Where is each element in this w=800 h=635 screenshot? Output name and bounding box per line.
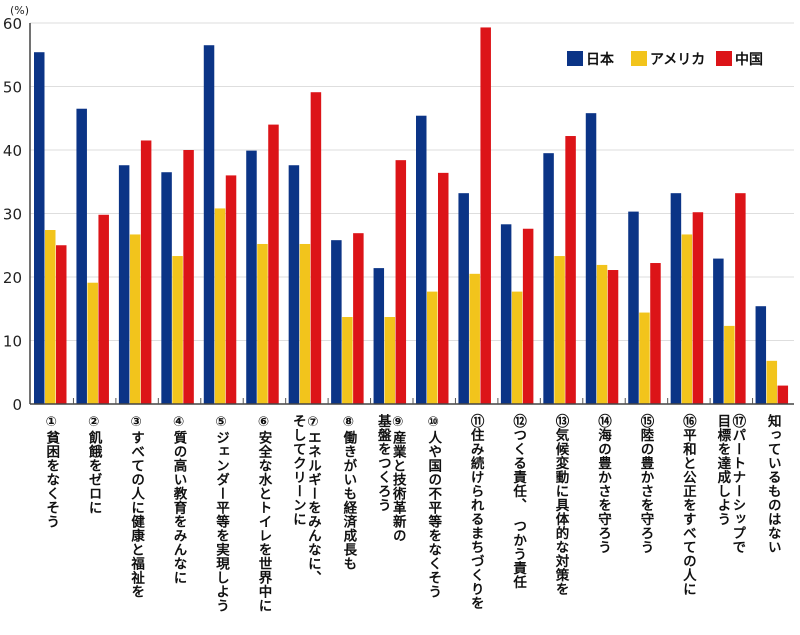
x-category-label: ①貧困をなくそう xyxy=(43,414,60,529)
bar-5-中国 xyxy=(225,175,237,404)
bar-15-アメリカ xyxy=(639,312,650,404)
bar-1-日本 xyxy=(34,52,45,405)
y-tick-label: 60 xyxy=(3,15,22,33)
x-category-label: ⑬気候変動に具体的な対策を xyxy=(552,414,569,596)
x-category-label: ③すべての人に健康と福祉を xyxy=(128,414,145,599)
bar-7-アメリカ xyxy=(299,243,311,404)
bar-11-中国 xyxy=(480,27,491,404)
bar-5-アメリカ xyxy=(214,208,226,404)
bar-3-日本 xyxy=(118,165,130,404)
legend: 日本 アメリカ 中国 xyxy=(562,41,784,77)
bar-15-日本 xyxy=(628,211,639,404)
bar-3-中国 xyxy=(140,140,152,404)
bar-9-日本 xyxy=(373,268,385,404)
y-tick-label: 50 xyxy=(3,79,22,97)
bar-6-アメリカ xyxy=(257,243,268,404)
x-category-label: ⑨産業と技術革新の 基盤をつくろう xyxy=(374,414,406,543)
y-tick-label: 30 xyxy=(3,206,22,224)
bar-2-日本 xyxy=(76,108,87,404)
bar-9-中国 xyxy=(395,160,407,404)
bar-14-日本 xyxy=(585,113,597,405)
x-category-label: ⑦エネルギーをみんなに、 そしてクリーンに xyxy=(289,414,321,585)
bar-12-中国 xyxy=(522,228,534,404)
bar-14-中国 xyxy=(607,270,619,404)
bar-17-日本 xyxy=(713,258,724,404)
bar-16-中国 xyxy=(692,212,704,404)
legend-swatch-日本 xyxy=(567,51,583,66)
x-category-label: ⑭海の豊かさを守ろう xyxy=(595,414,611,554)
bar-17-中国 xyxy=(735,193,746,404)
x-category-label: ⑫つくる責任、 つかう責任 xyxy=(510,414,527,590)
legend-label: 中国 xyxy=(735,51,763,68)
legend-swatch-アメリカ xyxy=(631,51,647,66)
bar-1-中国 xyxy=(56,245,67,404)
y-axis-ticks: 0 10 20 30 40 50 60 xyxy=(3,15,22,414)
bar-7-中国 xyxy=(310,92,322,404)
bar-16-アメリカ xyxy=(681,234,693,404)
bar-8-日本 xyxy=(331,240,342,404)
legend-label: 日本 xyxy=(586,51,615,68)
bar-18-日本 xyxy=(755,306,767,404)
x-category-label: ⑮陸の豊かさを守ろう xyxy=(637,414,654,554)
bar-10-中国 xyxy=(438,172,449,404)
bar-8-中国 xyxy=(353,233,364,404)
y-tick-label: 40 xyxy=(3,142,22,160)
x-category-label: ⑯平和と公正をすべての人に xyxy=(679,414,696,596)
bar-5-日本 xyxy=(203,45,215,404)
x-axis-group-ticks xyxy=(72,398,754,404)
bar-18-中国 xyxy=(777,385,789,404)
bar-12-日本 xyxy=(500,224,512,404)
x-category-label: ⑰パートナーシップで 目標を達成しよう xyxy=(714,414,746,554)
bar-4-中国 xyxy=(183,150,194,404)
bar-1-アメリカ xyxy=(45,230,56,404)
bar-9-アメリカ xyxy=(384,317,396,404)
bar-7-日本 xyxy=(288,165,300,404)
bar-2-アメリカ xyxy=(87,282,98,404)
bar-15-中国 xyxy=(650,263,661,404)
bar-8-アメリカ xyxy=(342,317,353,404)
bar-13-中国 xyxy=(565,136,576,404)
bar-17-アメリカ xyxy=(724,325,735,404)
bar-3-アメリカ xyxy=(129,234,141,404)
y-axis-unit-label: (%) xyxy=(10,4,29,17)
y-tick-label: 10 xyxy=(3,333,22,351)
x-category-label: ⑤ジェンダー平等を実現しよう xyxy=(213,414,229,613)
x-category-label: ⑪住み続けられるまちづくりを xyxy=(467,414,484,610)
bars xyxy=(34,27,789,405)
bar-6-中国 xyxy=(268,124,279,404)
gridlines xyxy=(30,22,794,341)
legend-background xyxy=(562,41,784,77)
bar-6-日本 xyxy=(246,150,257,404)
legend-swatch-中国 xyxy=(716,51,732,66)
bar-10-日本 xyxy=(416,115,427,405)
x-category-label: ④質の高い教育をみんなに xyxy=(170,414,187,585)
y-tick-label: 20 xyxy=(3,269,22,287)
bar-13-日本 xyxy=(543,153,554,404)
bar-4-アメリカ xyxy=(172,256,183,404)
x-category-label: ⑧働きがいも経済成長も xyxy=(340,414,357,571)
bar-16-日本 xyxy=(670,193,682,404)
legend-label: アメリカ xyxy=(650,52,705,68)
x-category-label: 知っているものはない xyxy=(764,414,781,554)
bar-4-日本 xyxy=(161,172,172,404)
bar-14-アメリカ xyxy=(596,264,608,404)
bar-12-アメリカ xyxy=(511,291,523,404)
bar-13-アメリカ xyxy=(554,256,565,404)
x-category-label: ②飢餓をゼロに xyxy=(85,414,102,515)
bar-11-日本 xyxy=(458,193,469,404)
bar-18-アメリカ xyxy=(766,360,778,404)
x-category-label: ⑥安全な水とトイレを世界中に xyxy=(255,414,272,613)
bar-2-中国 xyxy=(98,214,109,404)
bar-10-アメリカ xyxy=(427,291,438,404)
bar-11-アメリカ xyxy=(469,273,480,404)
x-category-label: ⑩人や国の不平等をなくそう xyxy=(425,414,442,599)
y-tick-label: 0 xyxy=(12,396,22,414)
